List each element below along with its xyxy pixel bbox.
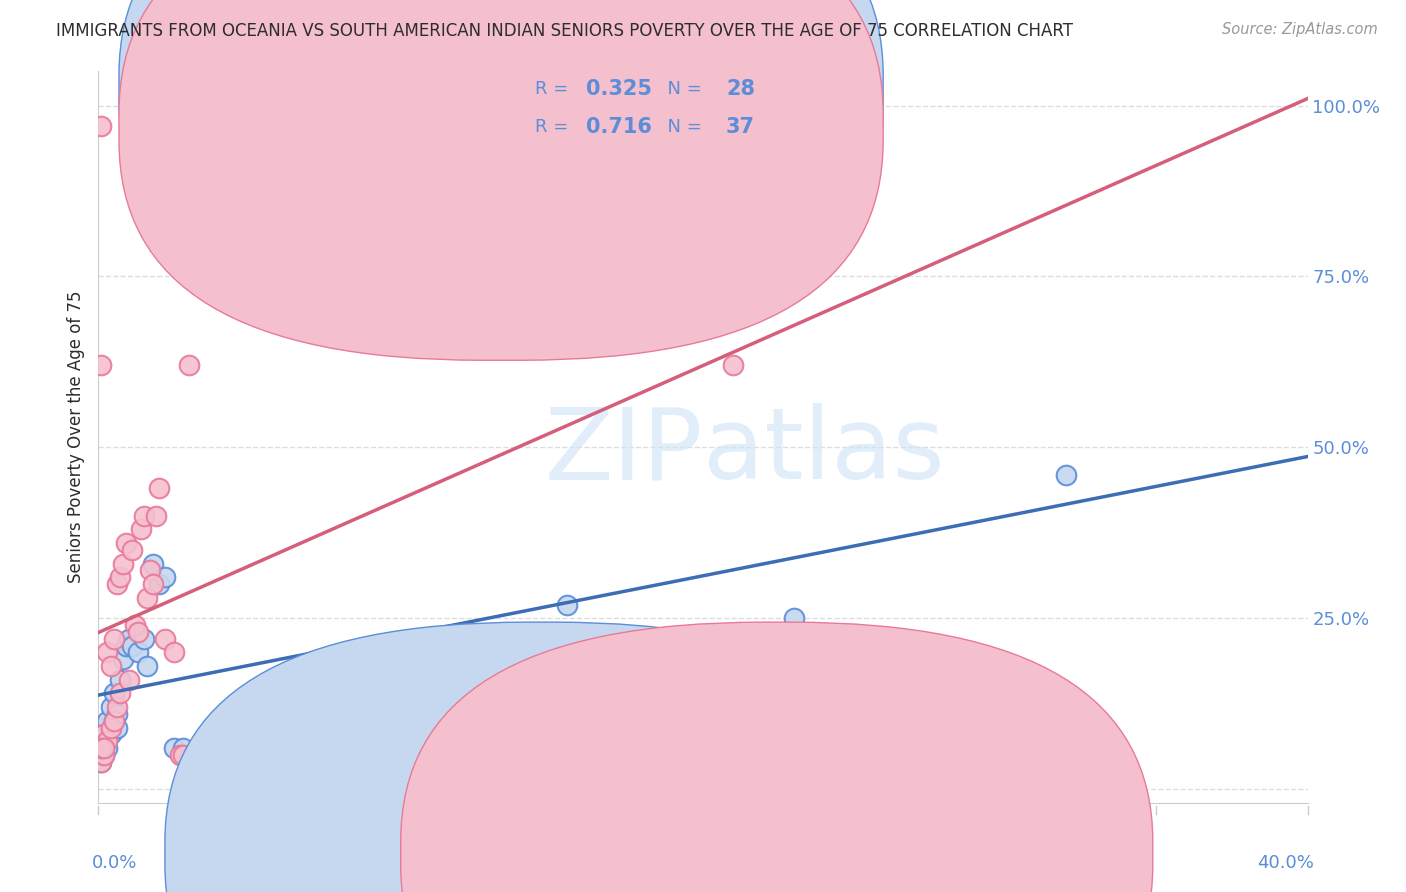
Point [96, 714, 118, 728]
Text: 0.716: 0.716 [586, 117, 651, 137]
FancyBboxPatch shape [120, 0, 883, 360]
Text: Source: ZipAtlas.com: Source: ZipAtlas.com [1222, 22, 1378, 37]
Text: IMMIGRANTS FROM OCEANIA VS SOUTH AMERICAN INDIAN SENIORS POVERTY OVER THE AGE OF: IMMIGRANTS FROM OCEANIA VS SOUTH AMERICA… [56, 22, 1073, 40]
Text: ZIP: ZIP [544, 403, 703, 500]
Point [90, 755, 112, 769]
Point [96, 741, 118, 756]
Point [100, 700, 122, 714]
Point [90, 734, 112, 748]
Point [172, 741, 194, 756]
Point [132, 508, 155, 523]
Point [93, 741, 115, 756]
Point [105, 700, 128, 714]
Point [121, 639, 143, 653]
Point [148, 577, 170, 591]
Point [108, 673, 131, 687]
Point [118, 673, 141, 687]
Point [169, 747, 191, 762]
Point [163, 741, 186, 756]
Text: R =: R = [534, 80, 574, 98]
FancyBboxPatch shape [165, 622, 917, 892]
Text: atlas: atlas [703, 403, 945, 500]
Y-axis label: Seniors Poverty Over the Age of 75: Seniors Poverty Over the Age of 75 [66, 291, 84, 583]
Point [118, 632, 141, 646]
Point [555, 598, 578, 612]
Point [90, 359, 112, 373]
Point [127, 624, 149, 639]
Point [90, 741, 112, 756]
Point [108, 570, 131, 584]
Point [96, 734, 118, 748]
Point [1054, 467, 1077, 482]
Point [723, 359, 745, 373]
Point [783, 611, 806, 625]
Point [90, 741, 112, 756]
Text: N =: N = [655, 118, 707, 136]
Point [145, 508, 167, 523]
Point [108, 686, 131, 700]
Point [103, 632, 125, 646]
Point [111, 557, 134, 571]
Point [105, 721, 128, 735]
Point [163, 645, 186, 659]
Text: 0.0%: 0.0% [93, 854, 138, 872]
FancyBboxPatch shape [401, 622, 1153, 892]
Point [100, 727, 122, 741]
Point [135, 591, 157, 605]
Text: 40.0%: 40.0% [1257, 854, 1313, 872]
Point [121, 542, 143, 557]
Point [142, 557, 165, 571]
Text: N =: N = [655, 80, 707, 98]
Point [172, 747, 194, 762]
Point [93, 747, 115, 762]
Point [103, 714, 125, 728]
Point [103, 714, 125, 728]
Point [96, 645, 118, 659]
Point [114, 639, 136, 653]
Point [93, 727, 115, 741]
FancyBboxPatch shape [461, 61, 824, 152]
Text: R =: R = [534, 118, 574, 136]
Point [148, 481, 170, 495]
Point [93, 747, 115, 762]
Point [100, 721, 122, 735]
Point [93, 721, 115, 735]
Point [139, 563, 162, 577]
Point [100, 659, 122, 673]
Text: 0.325: 0.325 [586, 78, 652, 99]
Point [142, 577, 165, 591]
Point [153, 632, 176, 646]
Point [135, 659, 157, 673]
Text: 37: 37 [725, 117, 755, 137]
Point [90, 119, 112, 133]
Text: South American Indians: South American Indians [796, 844, 994, 863]
FancyBboxPatch shape [120, 0, 883, 322]
Point [127, 645, 149, 659]
Point [105, 577, 128, 591]
Point [90, 755, 112, 769]
Point [111, 652, 134, 666]
Point [179, 359, 201, 373]
Point [153, 570, 176, 584]
Point [124, 618, 146, 632]
Text: 28: 28 [725, 78, 755, 99]
Point [114, 536, 136, 550]
Text: Immigrants from Oceania: Immigrants from Oceania [561, 844, 772, 863]
Point [129, 522, 152, 536]
Point [103, 686, 125, 700]
Point [132, 632, 155, 646]
Point [105, 706, 128, 721]
